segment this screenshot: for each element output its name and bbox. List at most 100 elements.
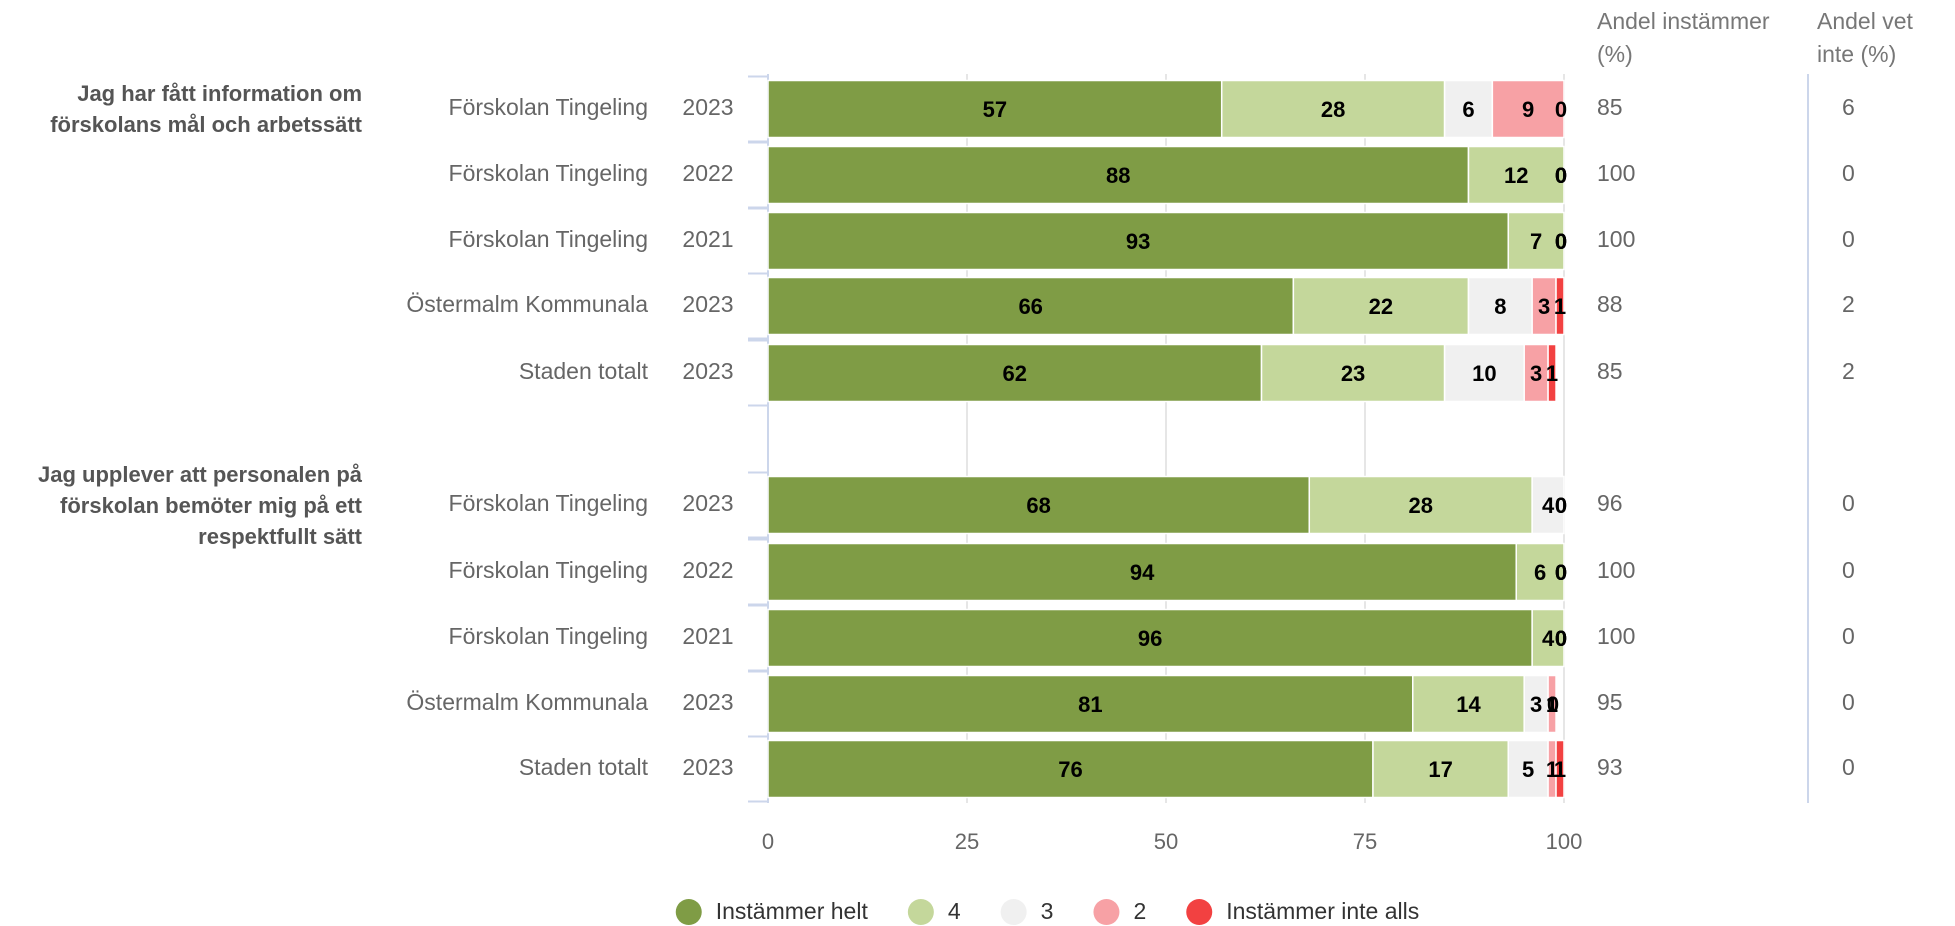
legend-label: Instämmer helt [716,898,869,924]
x-tick-label: 100 [1546,829,1583,854]
bar-segment [1443,79,1494,139]
andel-instammer: 93 [1597,754,1623,780]
data-label: 4 [1542,626,1555,651]
legend-marker [1093,899,1120,925]
data-label: 68 [1026,493,1050,518]
bar-segment [1531,608,1565,668]
bar-segment [1412,674,1525,734]
bar-segment [1491,79,1565,139]
legend-label: 4 [948,898,961,924]
data-label: 93 [1126,229,1150,254]
andel-vet-inte: 0 [1842,689,1855,715]
andel-vet-inte: 0 [1842,160,1855,186]
data-label: 0 [1555,493,1567,518]
year-label: 2023 [682,94,733,120]
column-header: Andel instämmer (%) [1597,8,1770,67]
data-label: 76 [1058,757,1082,782]
bar-segment [1507,211,1565,271]
andel-instammer: 85 [1597,358,1623,384]
bar-segment [1308,475,1533,535]
andel-instammer: 88 [1597,291,1623,317]
data-label: 0 [1555,229,1567,254]
andel-instammer: 100 [1597,226,1635,252]
andel-vet-inte: 2 [1842,291,1855,317]
data-label: 0 [1555,229,1567,254]
legend-label: Instämmer inte alls [1226,898,1419,924]
data-label: 0 [1555,560,1567,585]
data-label: 3 [1530,692,1542,717]
year-label: 2021 [682,226,733,252]
data-label: 17 [1428,757,1452,782]
question-title: Jag har fått information om förskolans m… [50,81,362,137]
data-label: 0 [1555,163,1567,188]
data-label: 4 [1542,493,1555,518]
andel-vet-inte: 2 [1842,358,1855,384]
bar-segment [767,145,1470,205]
data-label: 1 [1546,757,1558,782]
data-label: 23 [1341,361,1365,386]
column-header: Andel vet inte (%) [1817,8,1913,67]
data-label: 0 [1555,626,1567,651]
data-label: 94 [1130,560,1155,585]
data-label: 28 [1321,97,1345,122]
data-label: 62 [1003,361,1027,386]
legend-label: 2 [1133,898,1146,924]
data-label: 22 [1369,294,1393,319]
data-label: 1 [1554,757,1566,782]
bar-segment [767,276,1295,336]
bar-segment [767,674,1414,734]
category-label: Förskolan Tingeling [449,226,648,252]
data-label: 96 [1138,626,1162,651]
bar-segment [767,739,1374,799]
bar-segment [1531,475,1565,535]
data-label: 1 [1546,692,1558,717]
data-label: 57 [983,97,1007,122]
data-label: 6 [1462,97,1474,122]
legend-marker [1186,899,1213,925]
data-label: 6 [1534,560,1546,585]
year-label: 2023 [682,490,733,516]
data-label: 7 [1530,229,1542,254]
bar-segment [1547,343,1557,403]
bar-segment [1507,739,1549,799]
category-label: Östermalm Kommunala [406,689,648,715]
data-label: 0 [1555,626,1567,651]
category-label: Förskolan Tingeling [449,557,648,583]
legend-marker [1000,899,1027,925]
andel-instammer: 100 [1597,160,1635,186]
bar-segment [767,343,1263,403]
x-tick-label: 0 [762,829,774,854]
data-label: 8 [1494,294,1506,319]
andel-vet-inte: 0 [1842,623,1855,649]
data-label: 10 [1472,361,1496,386]
andel-instammer: 100 [1597,623,1635,649]
data-label: 5 [1522,757,1534,782]
andel-instammer: 96 [1597,490,1623,516]
category-label: Förskolan Tingeling [449,623,648,649]
data-label: 9 [1522,97,1534,122]
data-label: 0 [1555,97,1567,122]
data-label: 1 [1546,361,1558,386]
andel-instammer: 100 [1597,557,1635,583]
year-label: 2022 [682,160,733,186]
andel-instammer: 85 [1597,94,1623,120]
data-label: 0 [1555,493,1567,518]
andel-vet-inte: 0 [1842,754,1855,780]
year-label: 2023 [682,689,733,715]
data-label: 28 [1408,493,1432,518]
x-tick-label: 25 [955,829,979,854]
category-label: Förskolan Tingeling [449,490,648,516]
bar-segment [767,475,1311,535]
year-label: 2023 [682,754,733,780]
data-label: 0 [1555,163,1567,188]
data-label: 3 [1530,361,1542,386]
bar-segment [767,608,1533,668]
data-label: 0 [1555,626,1567,651]
category-label: Förskolan Tingeling [449,94,648,120]
bar-segment [1443,343,1525,403]
year-label: 2023 [682,291,733,317]
question-title: Jag upplever att personalen på förskolan… [38,462,362,549]
data-label: 81 [1078,692,1102,717]
bar-segment [1555,276,1565,336]
data-label: 1 [1554,294,1566,319]
